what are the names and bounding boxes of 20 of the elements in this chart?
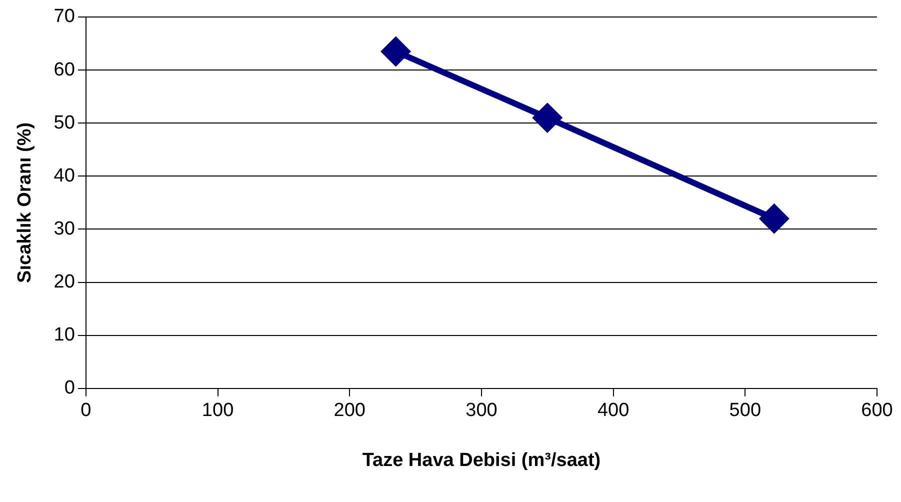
x-tick-label: 500	[729, 400, 762, 422]
y-tick-label: 60	[54, 59, 75, 80]
x-tick-label: 200	[334, 400, 366, 422]
y-tick-label: 70	[54, 6, 75, 28]
y-tick-label: 30	[54, 218, 75, 240]
x-axis-title: Taze Hava Debisi (m³/saat)	[362, 450, 601, 471]
x-tick-label: 0	[80, 400, 92, 422]
point	[533, 104, 562, 132]
y-axis-title: Sıcaklık Oranı (%)	[14, 122, 36, 283]
y-tick-label: 40	[54, 165, 75, 186]
y-tick-label: 10	[54, 324, 75, 346]
y-tick-label: 0	[64, 378, 75, 399]
x-tick-label: 400	[597, 400, 630, 422]
point	[760, 204, 788, 233]
y-tick-label: 20	[54, 272, 75, 293]
x-tick-label: 300	[466, 400, 498, 422]
y-tick-label: 50	[54, 112, 75, 134]
x-tick-label: 600	[861, 400, 893, 422]
point	[382, 37, 410, 66]
x-tick-label: 100	[202, 400, 234, 422]
